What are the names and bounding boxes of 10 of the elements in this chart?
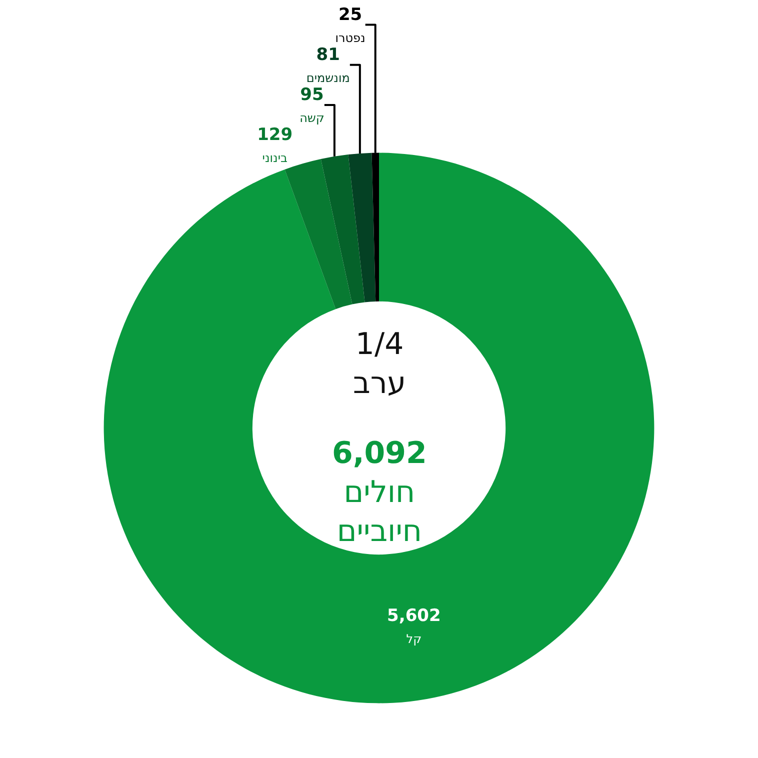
data-label: 81: [316, 44, 340, 65]
slice-label: קשה: [300, 111, 324, 126]
slice-label: נפטרו: [335, 30, 366, 45]
data-label: 5,602: [387, 606, 441, 626]
data-label: 95: [300, 84, 324, 105]
data-label: 25: [338, 4, 362, 25]
data-label: 129: [257, 125, 293, 146]
slice-label: קל: [406, 632, 422, 646]
slice-label: מונשמים: [306, 70, 350, 85]
slice-label: בינוני: [262, 151, 288, 166]
